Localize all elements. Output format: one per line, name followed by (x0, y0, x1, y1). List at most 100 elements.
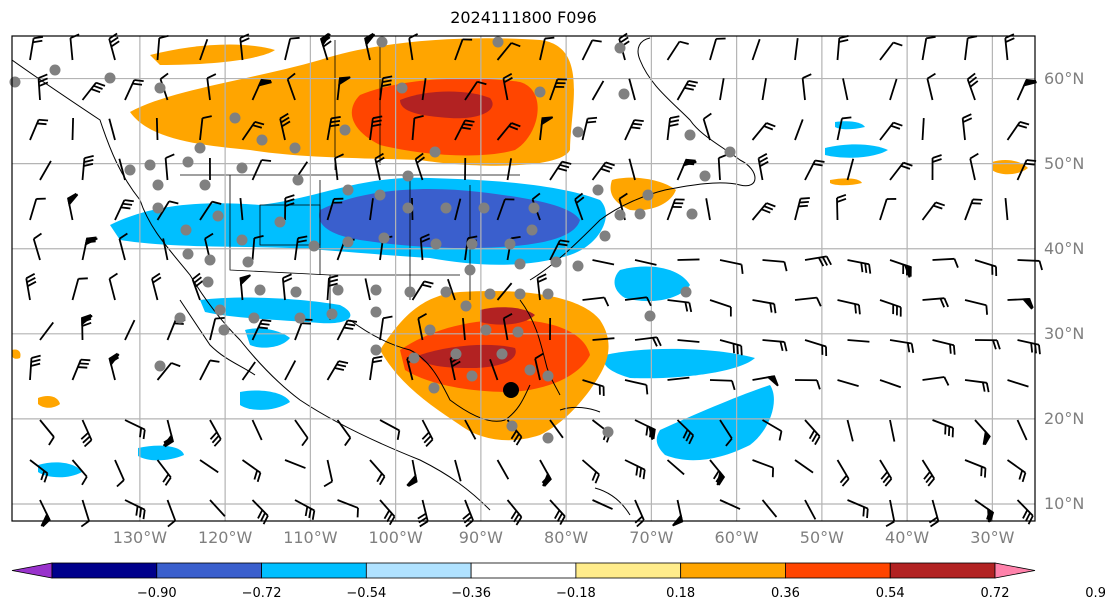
wind-barb (921, 459, 936, 487)
wind-barb (921, 201, 946, 221)
wind-barb (846, 158, 855, 181)
wind-barb (702, 112, 712, 141)
station-dot (480, 324, 492, 336)
wind-barb (369, 198, 374, 221)
latitude-label: 50°N (1044, 153, 1085, 173)
station-dot (204, 254, 216, 266)
wind-barb (624, 119, 644, 141)
wind-barb (879, 198, 897, 221)
wind-barb (932, 419, 954, 438)
wind-barb (534, 352, 544, 381)
wind-barb (209, 316, 225, 341)
wind-barb (209, 499, 226, 517)
wind-barb (506, 158, 513, 181)
station-dot (342, 184, 354, 196)
wind-barb (284, 459, 306, 469)
wind-barb (974, 419, 991, 446)
wind-barb (406, 459, 418, 488)
wind-barb (932, 257, 959, 268)
wind-barb (719, 259, 744, 275)
wind-barb (71, 277, 88, 301)
wind-barb (156, 362, 181, 381)
wind-barb (369, 355, 383, 381)
wind-barbs (25, 32, 1043, 528)
longitude-label: 120°W (197, 528, 253, 547)
station-dot (514, 258, 526, 270)
wind-barb (39, 419, 55, 446)
wind-barb (889, 161, 913, 181)
wind-barb (709, 37, 726, 61)
wind-barb (885, 499, 896, 528)
wind-barb (966, 72, 979, 101)
station-dot (248, 312, 260, 324)
wind-barb (71, 459, 88, 486)
colorbar-segment (365, 562, 472, 579)
wind-barb (592, 259, 615, 266)
wind-barb (762, 419, 783, 441)
colorbar-tick-label: −0.36 (451, 586, 492, 601)
wind-barb (206, 73, 217, 101)
colorbar-tick-label: −0.72 (241, 586, 282, 601)
wind-barb (928, 499, 940, 528)
latitude-label: 40°N (1044, 238, 1085, 258)
colorbar-segment (261, 562, 367, 579)
station-dot (572, 126, 584, 138)
wind-barb (124, 499, 146, 520)
wind-barb (496, 122, 521, 141)
wind-barb (454, 459, 462, 482)
wind-barb (251, 78, 272, 101)
wind-barb (251, 499, 269, 525)
station-dot (376, 36, 388, 48)
wind-barb (1016, 78, 1037, 101)
wind-barb (837, 379, 859, 388)
station-dot (144, 159, 156, 171)
wind-barb (794, 38, 799, 61)
station-dot (614, 42, 626, 54)
wind-barb (71, 117, 75, 141)
wind-barb (581, 39, 602, 61)
wind-barb (118, 232, 128, 261)
station-dot (408, 352, 420, 364)
wind-barb (379, 315, 393, 341)
wind-barb (496, 459, 510, 480)
station-dot (542, 288, 554, 300)
wind-barb (1007, 379, 1029, 388)
wind-barb (447, 278, 456, 301)
wind-barb (209, 419, 222, 447)
wind-barb (464, 80, 487, 101)
wind-barb (71, 358, 91, 381)
wind-barb (108, 118, 116, 141)
station-dot (154, 82, 166, 94)
wind-barb (667, 299, 693, 313)
wind-barb (80, 499, 90, 528)
wind-barb (326, 274, 339, 301)
wind-barb (114, 199, 134, 221)
wind-barb (634, 419, 656, 440)
wind-barb (199, 200, 222, 221)
colorbar-tick-label: 0.36 (770, 586, 800, 601)
station-dot (292, 174, 304, 186)
wind-barb (414, 152, 426, 181)
wind-barb (574, 192, 585, 221)
station-dot (492, 36, 504, 48)
wind-barb (502, 72, 513, 101)
wind-barb (364, 278, 371, 301)
station-dot (236, 234, 248, 246)
wind-barb (241, 120, 265, 141)
wind-barb (336, 76, 351, 101)
wind-barb (794, 459, 814, 474)
wind-barb (836, 193, 847, 221)
station-dot (242, 256, 254, 268)
wind-barb (326, 360, 349, 381)
wind-barb (964, 35, 978, 61)
wind-barb (281, 273, 293, 301)
wind-barb (1004, 33, 1015, 61)
station-dot (396, 82, 408, 94)
wind-barb (1017, 259, 1043, 271)
station-dot (550, 256, 562, 268)
wind-barb (549, 499, 566, 525)
wind-barb (337, 499, 359, 518)
station-dot (466, 238, 478, 250)
wind-barb (81, 313, 93, 341)
wind-barb (251, 159, 272, 181)
